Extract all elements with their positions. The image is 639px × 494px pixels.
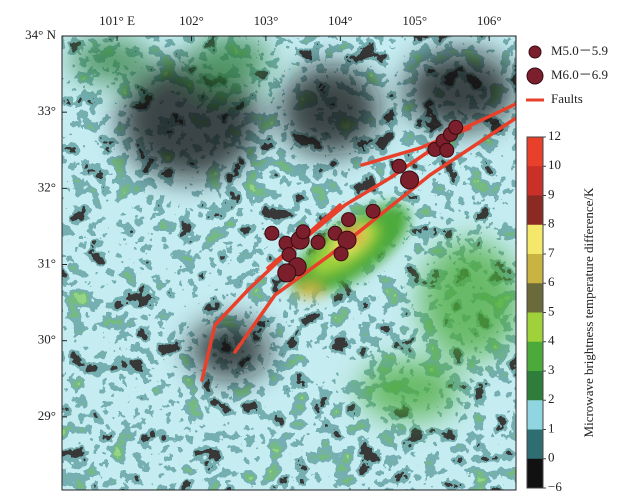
colorbar-band [527, 430, 543, 460]
earthquake [449, 120, 463, 134]
colorbar-band [527, 137, 543, 167]
colorbar-tick-label: 2 [548, 391, 555, 406]
earthquake [342, 213, 356, 227]
colorbar-tick-label: 8 [548, 216, 555, 231]
legend-label: Faults [551, 91, 583, 106]
colorbar-band [527, 225, 543, 255]
colorbar-band [527, 342, 543, 372]
figure: 101° E 102° 103° 104° 105° 106° 34° N 33° 32° 31°… [0, 0, 639, 494]
earthquake [296, 225, 310, 239]
colorbar-tick-label: 7 [548, 245, 555, 260]
lat-tick-label: 32° [38, 179, 56, 194]
colorbar-tick-label: 3 [548, 362, 555, 377]
legend-marker [527, 68, 543, 84]
earthquake [278, 264, 296, 282]
lon-tick-label: 103° [254, 13, 279, 28]
colorbar-band [527, 371, 543, 401]
colorbar-band [527, 459, 543, 489]
lat-tick-label: 30° [38, 332, 56, 347]
colorbar-band [527, 400, 543, 430]
colorbar-band [527, 196, 543, 226]
lat-tick-label: 33° [38, 103, 56, 118]
legend-marker [529, 46, 541, 58]
colorbar-band [527, 166, 543, 196]
lon-tick-label: 101° E [99, 13, 135, 28]
lon-tick-label: 102° [179, 13, 204, 28]
earthquake [366, 204, 380, 218]
earthquake [401, 171, 419, 189]
colorbar-tick-label: 4 [548, 333, 555, 348]
colorbar-tick-label: 12 [548, 128, 561, 143]
colorbar-tick-label: 5 [548, 303, 555, 318]
legend-label: M5.0－5.9 [551, 43, 608, 58]
colorbar-tick-label: 0 [548, 450, 555, 465]
lon-tick-label: 105° [402, 13, 427, 28]
legend-label: M6.0－6.9 [551, 67, 608, 82]
colorbar-band [527, 254, 543, 284]
earthquake [311, 235, 325, 249]
lat-tick-label: 34° N [25, 27, 56, 42]
lat-tick-label: 31° [38, 256, 56, 271]
colorbar-band [527, 313, 543, 343]
colorbar-tick-label: 6 [548, 274, 555, 289]
earthquake [440, 143, 454, 157]
colorbar-tick-label: 1 [548, 420, 555, 435]
lat-tick-label: 29° [38, 408, 56, 423]
colorbar-band [527, 283, 543, 313]
colorbar-tick-label: −6 [548, 479, 562, 494]
earthquake [265, 226, 279, 240]
earthquake [392, 159, 406, 173]
colorbar-tick-label: 9 [548, 186, 555, 201]
colorbar-tick-label: 10 [548, 157, 561, 172]
earthquake [334, 247, 348, 261]
colorbar-title: Microwave brightness temperature differe… [581, 187, 596, 438]
lon-tick-label: 106° [477, 13, 502, 28]
lon-tick-label: 104° [328, 13, 353, 28]
